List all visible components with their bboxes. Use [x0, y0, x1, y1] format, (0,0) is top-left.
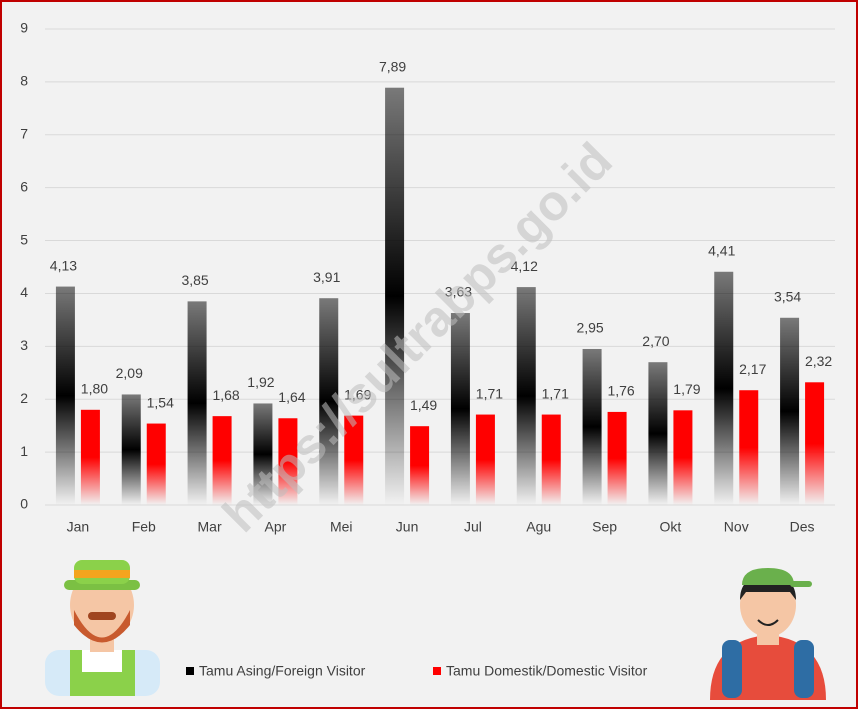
bar [805, 382, 825, 505]
y-tick-label: 7 [20, 125, 28, 141]
x-tick-label: Jun [396, 519, 419, 535]
value-label: 7,89 [379, 58, 406, 74]
y-tick-label: 2 [20, 390, 28, 406]
bar [80, 409, 100, 505]
value-label: 1,68 [212, 387, 239, 403]
bar [319, 298, 339, 505]
bar [780, 317, 800, 505]
value-label: 1,64 [278, 389, 305, 405]
value-label: 2,32 [805, 353, 832, 369]
value-label: 3,85 [181, 272, 208, 288]
legend-swatch [433, 667, 441, 675]
value-label: 4,41 [708, 242, 735, 258]
value-label: 2,95 [576, 320, 603, 336]
value-label: 1,80 [81, 381, 108, 397]
value-label: 2,09 [116, 365, 143, 381]
bar [253, 403, 273, 505]
value-label: 1,49 [410, 397, 437, 413]
bar [187, 301, 207, 505]
bar [278, 418, 298, 505]
x-tick-label: Sep [592, 519, 617, 535]
x-tick-label: Mei [330, 519, 353, 535]
bar [450, 313, 470, 505]
tourist-illustration [710, 568, 826, 700]
value-label: 1,54 [147, 394, 174, 410]
y-tick-label: 5 [20, 231, 28, 247]
y-tick-label: 1 [20, 443, 28, 459]
value-label: 2,70 [642, 333, 669, 349]
x-tick-label: Agu [526, 519, 551, 535]
value-label: 1,92 [247, 374, 274, 390]
bar [410, 426, 430, 505]
y-tick-label: 6 [20, 178, 28, 194]
legend-label: Tamu Domestik/Domestic Visitor [446, 663, 648, 679]
value-label: 1,71 [476, 385, 503, 401]
bar [739, 390, 759, 505]
bar [516, 287, 536, 505]
bar [582, 348, 602, 505]
bar [146, 423, 166, 505]
bar [55, 286, 75, 505]
y-tick-label: 8 [20, 73, 28, 89]
value-label: 2,17 [739, 361, 766, 377]
x-tick-label: Apr [265, 519, 287, 535]
bar [212, 416, 232, 505]
bar [541, 414, 561, 505]
plot-area: 0 1 2 3 4 5 6 7 8 9 Jan 4,13 1,80 Feb 2,091,54 Mar 3,85 1… [20, 20, 835, 679]
y-tick-label: 4 [20, 284, 28, 300]
y-tick-label: 3 [20, 337, 28, 353]
x-tick-label: Feb [132, 519, 156, 535]
value-label: 1,71 [542, 385, 569, 401]
value-label: 1,76 [607, 383, 634, 399]
x-tick-label: Mar [198, 519, 222, 535]
bar [714, 271, 734, 505]
farmer-illustration [45, 560, 160, 696]
bar [121, 394, 141, 505]
x-tick-label: Okt [660, 519, 682, 535]
x-tick-label: Nov [724, 519, 749, 535]
value-label: 3,63 [445, 284, 472, 300]
x-tick-label: Des [790, 519, 815, 535]
value-label: 1,79 [673, 381, 700, 397]
bar [385, 87, 405, 505]
bar [475, 414, 495, 505]
bar [607, 411, 627, 505]
value-label: 3,54 [774, 288, 801, 304]
bar [344, 415, 364, 505]
value-label: 3,91 [313, 269, 340, 285]
x-tick-label: Jan [67, 519, 90, 535]
bar [648, 362, 668, 505]
value-label: 1,69 [344, 386, 371, 402]
x-tick-label: Jul [464, 519, 482, 535]
legend-swatch [186, 667, 194, 675]
y-tick-label: 0 [20, 496, 28, 512]
legend-label: Tamu Asing/Foreign Visitor [199, 663, 366, 679]
bar [673, 410, 693, 505]
value-label: 4,12 [511, 258, 538, 274]
value-label: 4,13 [50, 257, 77, 273]
y-tick-label: 9 [20, 20, 28, 36]
